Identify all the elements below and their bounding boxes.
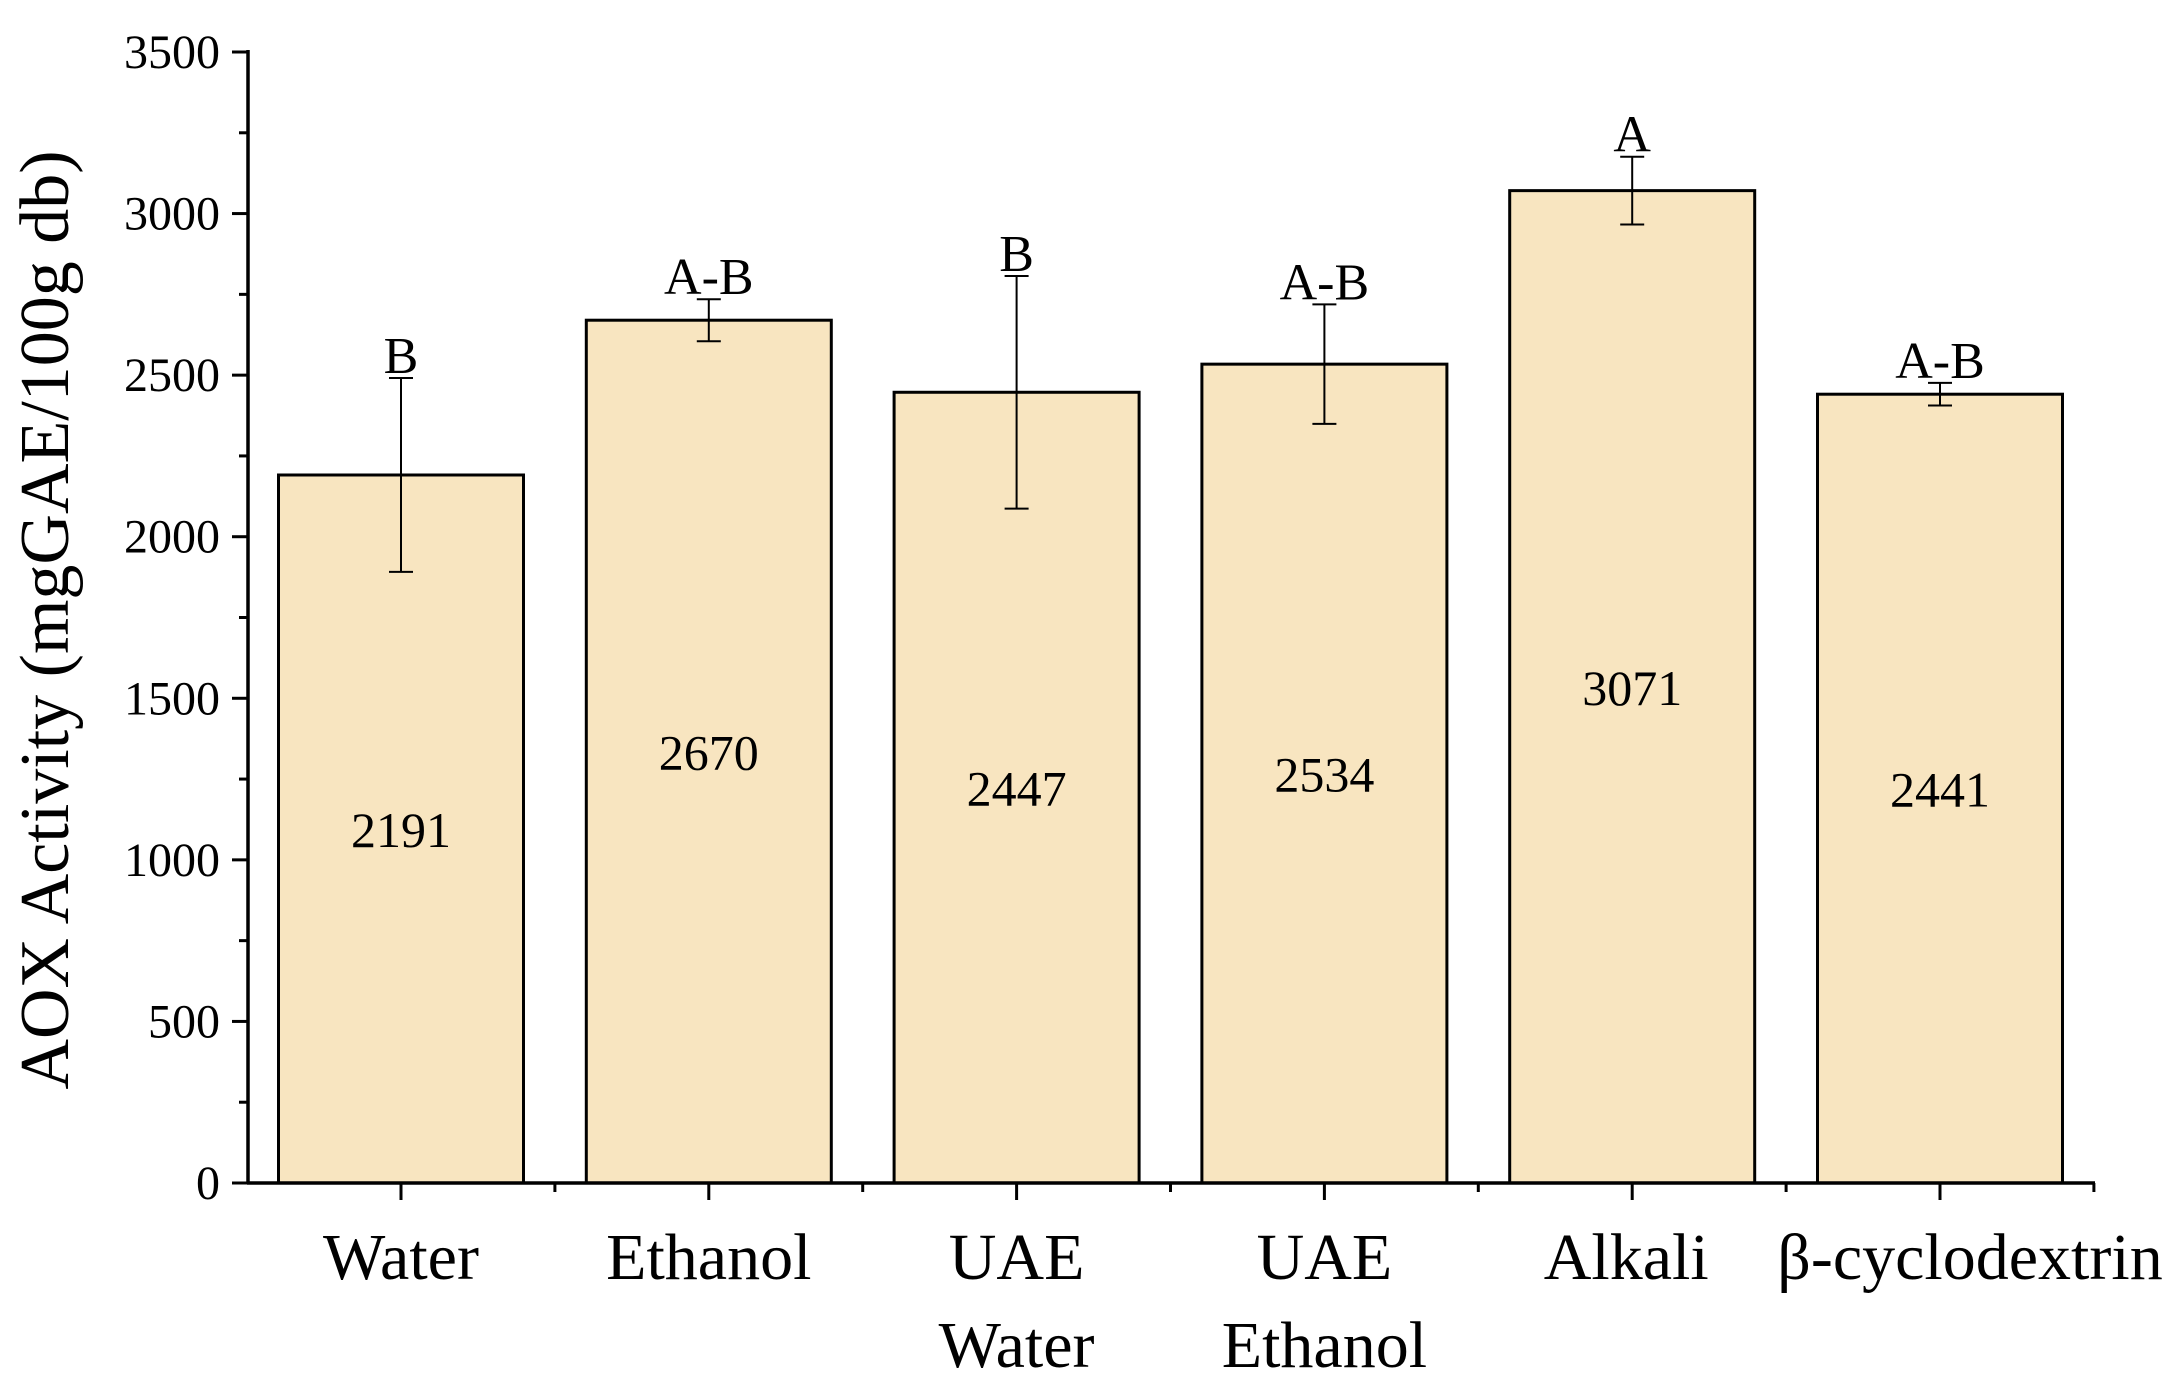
y-tick-label-0: 0 <box>196 1157 220 1210</box>
bar-1 <box>584 318 833 1185</box>
bar-value-label-0: 2191 <box>351 802 451 858</box>
y-tick-label-5: 2500 <box>124 349 220 402</box>
y-tick-label-7: 3500 <box>124 26 220 79</box>
bar-3 <box>1200 362 1449 1185</box>
y-tick-label-2: 1000 <box>124 834 220 887</box>
significance-letter-0: B <box>384 328 419 385</box>
y-tick-label-3: 1500 <box>124 672 220 725</box>
significance-letter-3: A-B <box>1280 254 1370 311</box>
significance-letter-4: A <box>1613 107 1651 164</box>
x-category-label-4: Alkali <box>1544 1221 1709 1294</box>
bar-value-label-3: 2534 <box>1274 747 1374 803</box>
labels-group: Water Ethanol UAE Water UAE Ethanol Alkali β-cy… <box>323 107 2163 1382</box>
y-tick-label-4: 2000 <box>124 511 220 564</box>
significance-letter-2: B <box>999 226 1034 283</box>
bar-value-label-5: 2441 <box>1890 762 1990 818</box>
significance-letter-5: A-B <box>1895 333 1985 390</box>
axes-group: 0 500 1000 1500 2000 2500 3000 3500 <box>124 26 2096 1210</box>
x-category-label-2-line-1: Water <box>939 1309 1095 1382</box>
bar-4 <box>1508 189 1757 1185</box>
error-bars-group <box>389 155 1952 573</box>
significance-letter-1: A-B <box>664 249 754 306</box>
bar-value-label-2: 2447 <box>967 761 1067 817</box>
y-tick-label-6: 3000 <box>124 188 220 241</box>
bar-0 <box>277 473 525 1185</box>
bar-value-label-1: 2670 <box>659 725 759 781</box>
y-tick-label-1: 500 <box>148 995 220 1048</box>
x-category-label-5: β-cyclodextrin <box>1777 1221 2162 1294</box>
x-category-label-0: Water <box>323 1221 479 1294</box>
bar-5 <box>1816 392 2064 1185</box>
x-category-label-2-line-0: UAE <box>949 1221 1085 1294</box>
x-category-label-3-line-1: Ethanol <box>1222 1309 1427 1382</box>
x-category-label-3-line-0: UAE <box>1257 1221 1393 1294</box>
x-category-label-1: Ethanol <box>606 1221 811 1294</box>
y-axis-title: AOX Activity (mgGAE/100g db) <box>7 150 84 1089</box>
bars-group <box>277 189 2064 1185</box>
bar-value-label-4: 3071 <box>1582 660 1682 716</box>
